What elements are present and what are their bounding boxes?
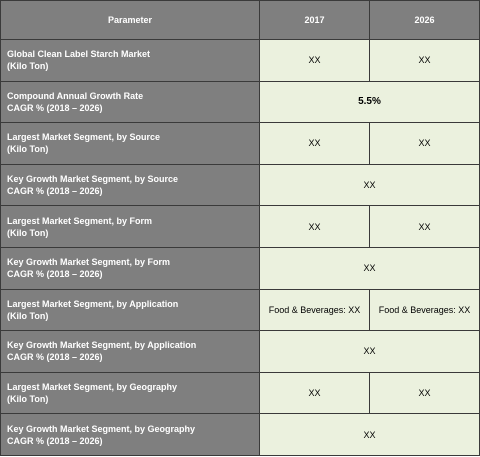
parameter-header: Parameter <box>0 0 260 40</box>
value-2017-cell: Food & Beverages: XX <box>259 288 370 332</box>
table-row: Key Growth Market Segment, by Source CAG… <box>0 163 480 207</box>
parameter-unit: (Kilo Ton) <box>7 144 49 155</box>
parameter-cell: Global Clean Label Starch Market (Kilo T… <box>0 39 260 82</box>
value-2017-cell: XX <box>259 371 370 415</box>
value-2026-cell: XX <box>369 122 480 165</box>
parameter-unit: (Kilo Ton) <box>7 394 49 405</box>
parameter-unit: (Kilo Ton) <box>7 310 49 321</box>
value-2017-cell: XX <box>259 122 370 165</box>
table-row: Largest Market Segment, by Geography (Ki… <box>0 371 480 415</box>
parameter-label: Global Clean Label Starch Market <box>7 49 151 60</box>
table-row: Largest Market Segment, by Application (… <box>0 288 480 332</box>
parameter-unit: (Kilo Ton) <box>7 61 49 72</box>
value-2026-cell: XX <box>369 371 480 415</box>
table-row: Key Growth Market Segment, by Geography … <box>0 413 480 456</box>
parameter-label: Largest Market Segment, by Application <box>7 298 179 309</box>
merged-value-cell: XX <box>259 163 480 207</box>
parameter-cell: Key Growth Market Segment, by Form CAGR … <box>0 246 260 290</box>
table-row: Key Growth Market Segment, by Applicatio… <box>0 330 480 373</box>
parameter-unit: CAGR % (2018 – 2026) <box>7 352 103 363</box>
value-2017-cell: XX <box>259 39 370 82</box>
table-row: Largest Market Segment, by Source (Kilo … <box>0 122 480 165</box>
value-2026-cell: Food & Beverages: XX <box>369 288 480 332</box>
merged-value-cell: 5.5% <box>259 80 480 124</box>
parameter-label: Key Growth Market Segment, by Geography <box>7 423 196 434</box>
merged-value-cell: XX <box>259 330 480 373</box>
parameter-cell: Key Growth Market Segment, by Applicatio… <box>0 330 260 373</box>
parameter-label: Key Growth Market Segment, by Source <box>7 174 179 185</box>
parameter-label: Largest Market Segment, by Geography <box>7 382 178 393</box>
table-row: Largest Market Segment, by Form (Kilo To… <box>0 205 480 248</box>
value-2026-cell: XX <box>369 39 480 82</box>
parameter-label: Largest Market Segment, by Form <box>7 215 153 226</box>
parameter-cell: Largest Market Segment, by Geography (Ki… <box>0 371 260 415</box>
parameter-unit: CAGR % (2018 – 2026) <box>7 102 103 113</box>
value-2026-cell: XX <box>369 205 480 248</box>
year-2017-header: 2017 <box>259 0 370 40</box>
parameter-unit: CAGR % (2018 – 2026) <box>7 186 103 197</box>
table-row: Compound Annual Growth Rate CAGR % (2018… <box>0 80 480 124</box>
parameter-label: Compound Annual Growth Rate <box>7 90 144 101</box>
parameter-label: Key Growth Market Segment, by Applicatio… <box>7 340 197 351</box>
merged-value-cell: XX <box>259 413 480 456</box>
parameter-label: Key Growth Market Segment, by Form <box>7 257 171 268</box>
parameter-cell: Largest Market Segment, by Source (Kilo … <box>0 122 260 165</box>
year-2026-header: 2026 <box>369 0 480 40</box>
value-2017-cell: XX <box>259 205 370 248</box>
parameter-cell: Key Growth Market Segment, by Geography … <box>0 413 260 456</box>
parameter-cell: Compound Annual Growth Rate CAGR % (2018… <box>0 80 260 124</box>
parameter-cell: Key Growth Market Segment, by Source CAG… <box>0 163 260 207</box>
parameter-label: Largest Market Segment, by Source <box>7 132 161 143</box>
parameter-cell: Largest Market Segment, by Form (Kilo To… <box>0 205 260 248</box>
parameter-cell: Largest Market Segment, by Application (… <box>0 288 260 332</box>
table-row: Global Clean Label Starch Market (Kilo T… <box>0 39 480 82</box>
table-row: Key Growth Market Segment, by Form CAGR … <box>0 246 480 290</box>
parameter-unit: CAGR % (2018 – 2026) <box>7 269 103 280</box>
parameter-unit: (Kilo Ton) <box>7 227 49 238</box>
merged-value-cell: XX <box>259 246 480 290</box>
parameter-unit: CAGR % (2018 – 2026) <box>7 435 103 446</box>
header-row: Parameter 2017 2026 <box>0 0 480 40</box>
